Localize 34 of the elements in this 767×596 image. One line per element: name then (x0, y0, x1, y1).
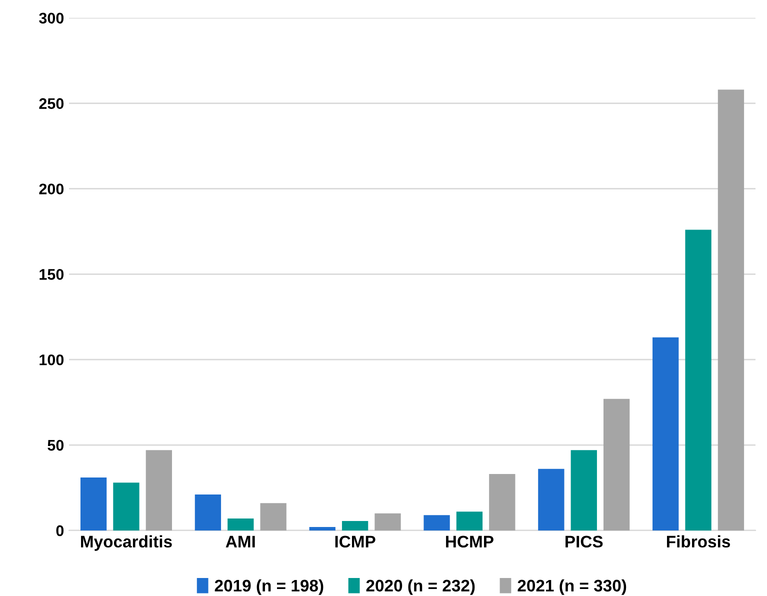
x-tick-label: HCMP (446, 536, 494, 548)
bar (652, 337, 679, 530)
bar (342, 521, 368, 530)
y-tick-label: 100 (40, 354, 64, 366)
y-tick-label: 250 (39, 98, 64, 109)
y-tick-label: 200 (39, 184, 64, 194)
y-tick-label: 0 (56, 525, 64, 536)
y-tick-label: 300 (39, 12, 64, 24)
x-tick-label: Fibrosis (666, 535, 730, 548)
legend-label: 2019 (n = 198) (214, 579, 324, 595)
bar (113, 482, 140, 530)
bar (489, 474, 516, 530)
bar (456, 512, 483, 530)
bar (538, 468, 564, 530)
legend-label: 2021 (n = 330) (518, 579, 626, 595)
bar (80, 477, 107, 530)
x-tick-label: Myocarditis (81, 535, 172, 551)
bar (309, 527, 336, 530)
y-tick-label: 50 (48, 440, 64, 451)
bar (194, 494, 222, 530)
bar (603, 398, 630, 530)
legend-label: 2020 (n = 232) (366, 579, 475, 595)
bar (424, 515, 450, 530)
bar (260, 503, 286, 530)
bar (570, 450, 597, 530)
x-tick-label: PICS (566, 536, 603, 548)
bar (374, 513, 401, 530)
bar (718, 90, 744, 530)
y-tick-label: 150 (40, 269, 64, 280)
x-tick-label: AMI (226, 536, 255, 548)
x-tick-label: ICMP (335, 536, 376, 548)
bar (146, 450, 172, 530)
bar (228, 518, 254, 530)
bar (685, 230, 712, 530)
